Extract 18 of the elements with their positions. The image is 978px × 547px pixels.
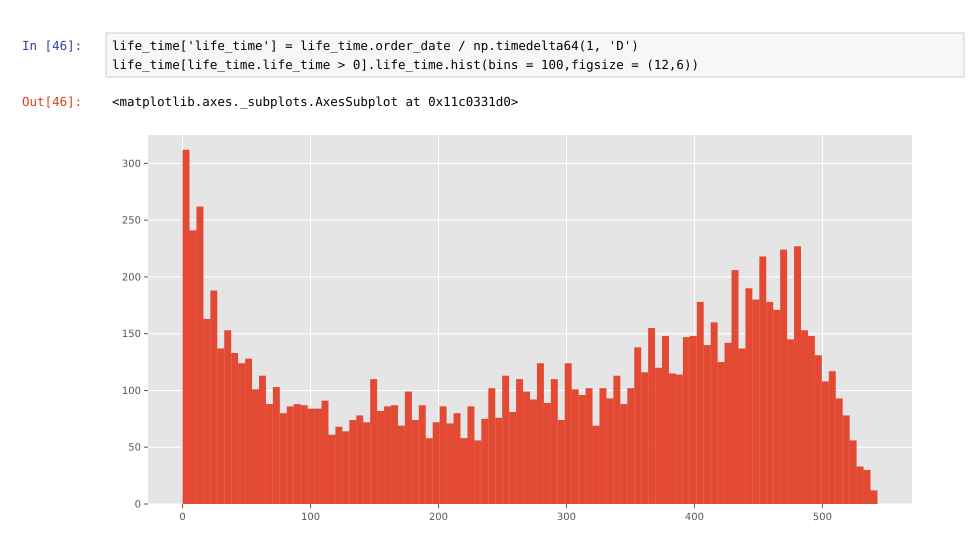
x-tick-label: 400 bbox=[684, 512, 704, 523]
y-tick-label: 150 bbox=[122, 329, 141, 340]
x-tick-label: 100 bbox=[300, 512, 320, 523]
text: life_time['life_time'] = life_time.order_date / np.timedelta64(1, 'D') bbox=[112, 38, 639, 53]
x-tick-label: 300 bbox=[556, 512, 576, 523]
y-tick-label: 250 bbox=[122, 216, 141, 227]
text: In [46]: bbox=[22, 38, 82, 53]
text: life_time[life_time.life_time > 0].life_time.hist(bins = 100,figsize = (12,6)) bbox=[112, 57, 699, 72]
text: <matplotlib.axes._subplots.AxesSubplot at 0x11c0331d0> bbox=[112, 94, 518, 109]
y-tick-label: 100 bbox=[122, 386, 141, 397]
y-tick-label: 300 bbox=[122, 158, 141, 170]
y-tick-label: 0 bbox=[134, 500, 141, 510]
x-tick-label: 0 bbox=[179, 512, 186, 523]
text: Out[46]: bbox=[22, 94, 82, 109]
x-tick-label: 500 bbox=[812, 512, 832, 523]
x-tick-label: 200 bbox=[428, 512, 448, 523]
y-tick-label: 200 bbox=[122, 272, 141, 284]
y-tick-label: 50 bbox=[128, 442, 141, 454]
